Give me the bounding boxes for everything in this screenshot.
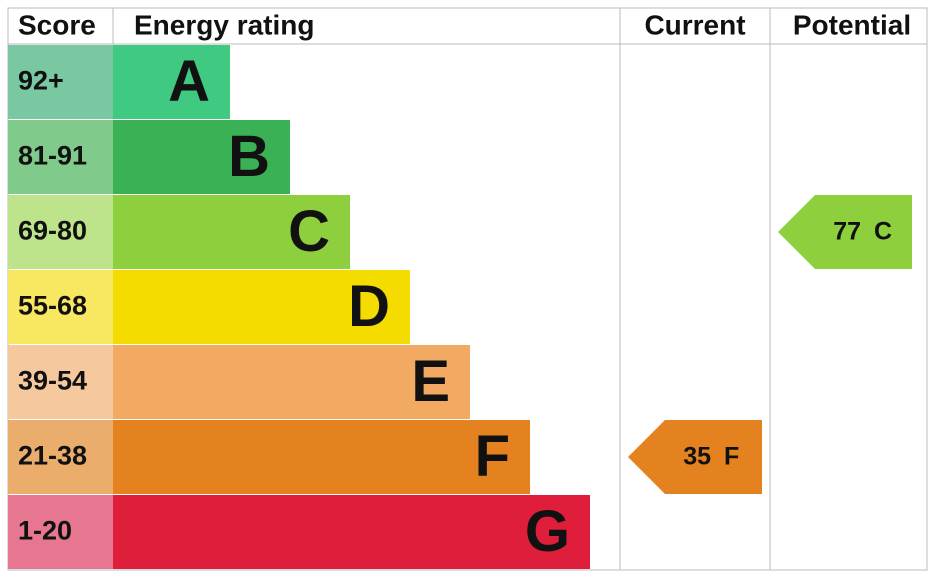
- rating-bar: [113, 495, 590, 569]
- current-header: Current: [644, 9, 745, 40]
- score-header: Score: [18, 9, 96, 40]
- rating-letter: A: [168, 49, 210, 114]
- rating-header: Energy rating: [134, 9, 314, 40]
- rating-letter: D: [348, 274, 390, 339]
- rating-bar: [113, 270, 410, 344]
- score-cell: [8, 195, 113, 269]
- score-cell: [8, 420, 113, 494]
- score-label: 1-20: [18, 516, 72, 546]
- current-rating: F: [724, 443, 739, 471]
- rating-letter: B: [228, 124, 270, 189]
- rating-letter: C: [288, 199, 330, 264]
- score-cell: [8, 270, 113, 344]
- current-value: 35: [683, 443, 711, 471]
- score-cell: [8, 495, 113, 569]
- rating-letter: G: [525, 499, 570, 564]
- potential-value: 77: [833, 218, 861, 246]
- rating-bar: [113, 45, 230, 119]
- current-arrow: [628, 420, 762, 494]
- score-label: 21-38: [18, 441, 87, 471]
- rating-bar: [113, 420, 530, 494]
- potential-header: Potential: [793, 9, 911, 40]
- score-cell: [8, 120, 113, 194]
- score-label: 92+: [18, 66, 64, 96]
- score-label: 81-91: [18, 141, 87, 171]
- potential-arrow: [778, 195, 912, 269]
- rating-bar: [113, 345, 470, 419]
- score-cell: [8, 345, 113, 419]
- potential-rating: C: [874, 218, 892, 246]
- score-cell: [8, 45, 113, 119]
- score-label: 55-68: [18, 291, 87, 321]
- rating-bar: [113, 195, 350, 269]
- rating-letter: F: [475, 424, 510, 489]
- score-label: 69-80: [18, 216, 87, 246]
- score-label: 39-54: [18, 366, 87, 396]
- rating-bar: [113, 120, 290, 194]
- rating-letter: E: [411, 349, 450, 414]
